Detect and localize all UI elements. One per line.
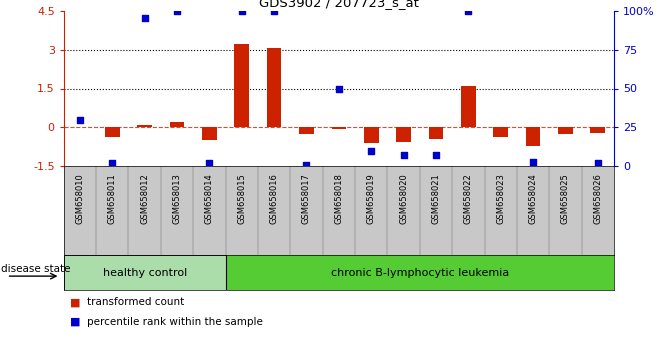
Bar [105,127,119,137]
Text: healthy control: healthy control [103,268,187,278]
Bar [493,127,508,137]
Text: GSM658026: GSM658026 [593,173,603,224]
Text: GSM658018: GSM658018 [334,173,344,224]
Bar [202,127,217,141]
Point [398,153,409,158]
Bar [267,48,281,127]
Text: percentile rank within the sample: percentile rank within the sample [87,317,263,327]
Bar [299,127,314,134]
Text: GSM658020: GSM658020 [399,173,408,224]
Text: GSM658015: GSM658015 [238,173,246,224]
Bar [64,255,225,290]
Point [592,160,603,166]
Point [172,8,183,13]
Text: GSM658025: GSM658025 [561,173,570,224]
Title: GDS3902 / 207723_s_at: GDS3902 / 207723_s_at [259,0,419,10]
Bar [461,86,476,127]
Point [140,16,150,21]
Bar [558,127,572,134]
Text: GSM658013: GSM658013 [172,173,182,224]
Text: GSM658014: GSM658014 [205,173,214,224]
Bar [590,127,605,133]
Bar [170,122,185,127]
Bar [397,127,411,142]
Point [107,160,117,166]
Text: GSM658016: GSM658016 [270,173,278,224]
Text: GSM658012: GSM658012 [140,173,149,224]
Point [527,159,538,165]
Point [366,148,376,154]
Text: GSM658011: GSM658011 [108,173,117,224]
Bar [429,127,444,139]
Text: GSM658021: GSM658021 [431,173,440,224]
Bar [138,125,152,127]
Point [236,8,247,13]
Point [204,160,215,166]
Point [269,8,280,13]
Bar [331,127,346,129]
Text: ■: ■ [70,317,81,327]
Bar [364,127,378,143]
Text: GSM658022: GSM658022 [464,173,473,224]
Bar [234,44,249,127]
Text: transformed count: transformed count [87,297,185,307]
Text: GSM658023: GSM658023 [496,173,505,224]
Text: disease state: disease state [1,264,70,274]
Point [74,117,85,122]
Bar [526,127,540,145]
Text: GSM658019: GSM658019 [367,173,376,224]
Text: ■: ■ [70,297,81,307]
Text: chronic B-lymphocytic leukemia: chronic B-lymphocytic leukemia [331,268,509,278]
Point [333,86,344,91]
Text: GSM658024: GSM658024 [529,173,537,224]
Text: GSM658017: GSM658017 [302,173,311,224]
Point [463,8,474,13]
Point [431,153,442,158]
Point [301,162,312,168]
Text: GSM658010: GSM658010 [75,173,85,224]
